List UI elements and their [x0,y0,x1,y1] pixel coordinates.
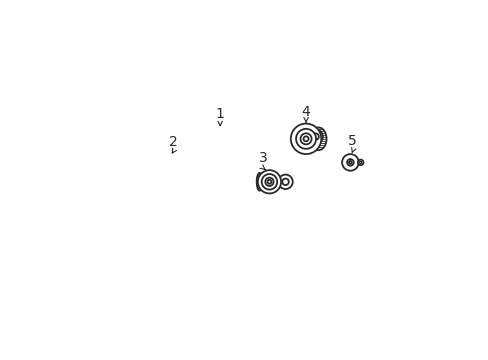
Ellipse shape [256,173,262,191]
Circle shape [265,177,273,186]
Circle shape [311,133,318,140]
Circle shape [282,179,288,185]
Circle shape [267,180,271,184]
Circle shape [261,174,277,190]
Circle shape [359,161,361,163]
Circle shape [295,129,315,149]
Circle shape [303,136,308,141]
Circle shape [278,175,292,189]
Text: 2: 2 [168,135,177,149]
Circle shape [348,161,351,164]
Circle shape [346,159,353,166]
Circle shape [357,159,363,165]
Text: 4: 4 [301,105,310,118]
Ellipse shape [310,127,326,150]
Circle shape [257,170,281,193]
Circle shape [290,123,321,154]
Circle shape [342,154,358,171]
Circle shape [307,129,322,144]
Text: 5: 5 [347,134,356,148]
Circle shape [300,133,311,144]
Text: 3: 3 [258,150,267,165]
Text: 1: 1 [215,107,224,121]
